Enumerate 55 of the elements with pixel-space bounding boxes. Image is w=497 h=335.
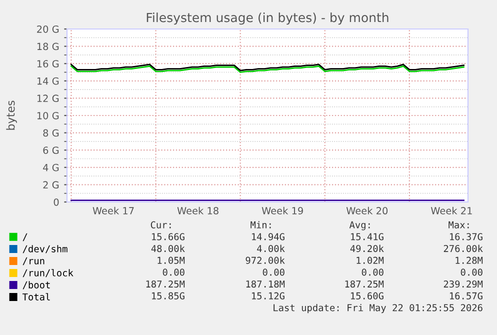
legend-label: /boot	[22, 281, 50, 290]
y-tick-label: 16 G	[37, 60, 59, 68]
legend-label: Total	[22, 293, 50, 300]
y-axis-title: bytes	[6, 100, 17, 130]
legend-label: /run	[22, 257, 44, 266]
text: 187.25M	[345, 280, 384, 288]
text: Cur:	[150, 221, 171, 228]
text: 0.00	[460, 268, 482, 276]
legend-label: /dev/shm	[22, 245, 68, 254]
text: 48.00k	[151, 244, 185, 252]
text: 16.37G	[450, 233, 482, 240]
chart-title: Filesystem usage (in bytes) - by month	[146, 12, 388, 25]
y-tick-label: 12 G	[37, 94, 59, 102]
text: 49.20k	[350, 244, 384, 252]
text: 0.00	[262, 268, 284, 276]
text: 972.00k	[246, 256, 285, 264]
text: 15.66G	[152, 233, 184, 240]
text: Avg:	[349, 221, 370, 230]
y-tick-label: 2 G	[43, 181, 59, 189]
text: 1.02M	[356, 256, 384, 264]
text: Max:	[448, 221, 469, 228]
text: 239.29M	[444, 280, 483, 288]
y-tick-label: 0	[54, 198, 59, 206]
y-tick-label: 14 G	[37, 77, 59, 85]
y-tick-label: 4 G	[43, 164, 59, 172]
line-series	[70, 64, 464, 72]
text: 0.00	[362, 268, 384, 276]
text: 16.57G	[450, 292, 482, 300]
y-tick-label: 20 G	[37, 25, 59, 33]
legend-label: /	[22, 233, 28, 242]
line-series	[70, 66, 464, 73]
y-tick-label: 6 G	[43, 146, 59, 154]
x-tick-label: Week 17	[92, 206, 134, 214]
text: Last update: Fri May 22 01:25:55 2026	[274, 304, 482, 314]
x-tick-label: Week 18	[177, 206, 218, 214]
y-tick-label: 10 G	[37, 112, 59, 120]
text: 15.60G	[351, 292, 384, 300]
y-tick-label: 18 G	[37, 42, 59, 50]
text: 15.41G	[351, 233, 384, 240]
text: 187.25M	[146, 280, 185, 288]
text: 15.85G	[152, 292, 184, 300]
text: 276.00k	[444, 244, 483, 252]
text: 15.12G	[252, 292, 284, 300]
text: 0.00	[162, 268, 184, 276]
text: Min:	[250, 221, 271, 228]
x-tick-label: Week 19	[262, 206, 303, 214]
text: 14.94G	[252, 233, 284, 240]
text: 1.28M	[456, 256, 483, 264]
y-tick-label: 8 G	[43, 129, 59, 137]
text: 1.05M	[158, 256, 185, 264]
text: 4.00k	[257, 244, 285, 252]
x-tick-label: Week 20	[346, 206, 388, 214]
legend-label: /run/lock	[22, 269, 74, 278]
x-tick-label: Week 21	[430, 206, 472, 214]
text: 187.18M	[246, 280, 285, 288]
